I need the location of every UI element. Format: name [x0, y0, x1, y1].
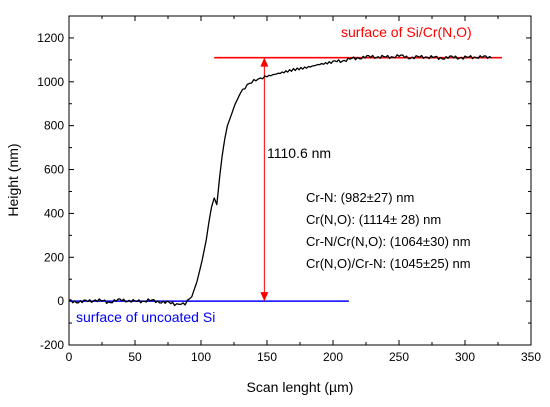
y-tick-labels: -200 0 200 400 600 800 1000 1200 [37, 31, 64, 352]
x-tick-label: 250 [389, 350, 409, 364]
axis-ticks [68, 16, 532, 346]
measurement-arrowhead-top [260, 57, 269, 67]
x-tick-label: 150 [257, 350, 277, 364]
y-tick-label: 0 [57, 294, 64, 308]
blue-reference-label: surface of uncoated Si [76, 309, 215, 325]
y-tick-label: 800 [44, 119, 64, 133]
x-tick-labels: 0 50 100 150 200 250 300 350 [66, 350, 542, 364]
y-tick-label: 600 [44, 163, 64, 177]
x-tick-label: 300 [455, 350, 475, 364]
y-tick-label: 1200 [37, 31, 64, 45]
y-tick-label: 1000 [37, 75, 64, 89]
measurement-label: 1110.6 nm [267, 145, 331, 161]
x-tick-label: 200 [323, 350, 343, 364]
red-reference-label: surface of Si/Cr(N,O) [341, 24, 472, 40]
annotation-line-4: Cr(N,O)/Cr-N: (1045±25) nm [306, 256, 471, 271]
annotation-line-2: Cr(N,O): (1114± 28) nm [306, 212, 441, 227]
x-tick-label: 350 [521, 350, 541, 364]
annotation-line-1: Cr-N: (982±27) nm [306, 190, 414, 205]
x-tick-label: 100 [191, 350, 211, 364]
x-axis-label: Scan lenght (µm) [247, 379, 354, 395]
y-axis-label: Height (nm) [5, 143, 21, 216]
y-tick-label: 200 [44, 250, 64, 264]
y-tick-label: 400 [44, 206, 64, 220]
x-tick-label: 50 [128, 350, 142, 364]
x-tick-label: 0 [66, 350, 73, 364]
plot-frame [68, 15, 532, 346]
y-tick-label: -200 [40, 338, 64, 352]
measurement-arrowhead-bottom [260, 292, 269, 302]
height-profile-line [68, 54, 492, 307]
annotation-line-3: Cr-N/Cr(N,O): (1064±30) nm [306, 234, 471, 249]
